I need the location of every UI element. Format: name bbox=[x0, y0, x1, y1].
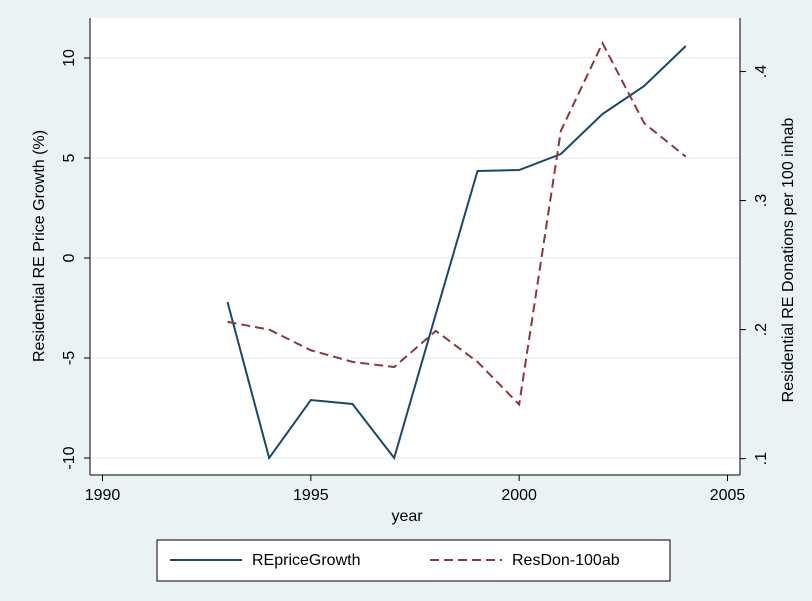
legend-label: REpriceGrowth bbox=[252, 552, 360, 569]
legend bbox=[156, 539, 671, 582]
y2-axis-title: Residential RE Donations per 100 inhab bbox=[780, 118, 797, 403]
y-tick-label: 10 bbox=[61, 49, 78, 67]
x-axis-title: year bbox=[391, 508, 423, 525]
y2-tick-label: .3 bbox=[753, 194, 770, 207]
series-line bbox=[227, 40, 687, 407]
y2-tick-label: .1 bbox=[753, 452, 770, 465]
y-tick-label: 5 bbox=[61, 153, 78, 162]
series-line bbox=[226, 45, 687, 461]
legend-label: ResDon-100ab bbox=[512, 552, 620, 569]
y-axis-title: Residential RE Price Growth (%) bbox=[31, 130, 48, 362]
y-tick-label: -10 bbox=[61, 446, 78, 469]
y-tick-label: 0 bbox=[61, 253, 78, 262]
x-tick-label: 1995 bbox=[293, 487, 329, 504]
x-tick-label: 2000 bbox=[501, 487, 537, 504]
y-tick-label: -5 bbox=[61, 351, 78, 365]
x-tick-label: 1990 bbox=[85, 487, 121, 504]
x-tick-label: 2005 bbox=[710, 487, 746, 504]
y2-tick-label: .4 bbox=[753, 65, 770, 78]
y2-tick-label: .2 bbox=[753, 323, 770, 336]
